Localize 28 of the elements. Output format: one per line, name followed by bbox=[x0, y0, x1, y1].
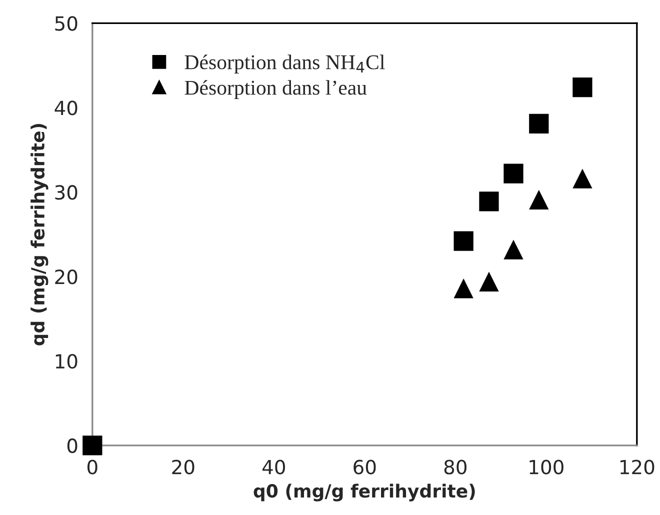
y-tick-label: 30 bbox=[55, 185, 78, 200]
y-axis-title: qd (mg/g ferrihydrite) bbox=[30, 124, 48, 346]
point bbox=[504, 164, 524, 184]
point bbox=[504, 240, 524, 260]
point bbox=[82, 436, 102, 456]
point bbox=[529, 190, 549, 210]
point bbox=[572, 78, 592, 98]
x-axis-title: q0 (mg/g ferrihydrite) bbox=[254, 484, 475, 502]
y-tick-label: 40 bbox=[54, 100, 78, 116]
x-tick-label: 100 bbox=[530, 460, 564, 474]
x-tick-label: 120 bbox=[620, 460, 654, 474]
y-tick-label: 50 bbox=[55, 16, 78, 31]
y-tick-label: 0 bbox=[67, 438, 78, 454]
y-tick-label: 20 bbox=[55, 270, 78, 284]
legend-label: Désorption dans l’eau bbox=[184, 80, 367, 100]
point bbox=[572, 168, 592, 188]
y-tick-label: 10 bbox=[56, 354, 78, 369]
x-tick-label: 80 bbox=[444, 460, 466, 474]
x-tick-label: 60 bbox=[354, 460, 376, 474]
point bbox=[529, 114, 549, 134]
legend-label: Désorption dans NH$_{4}$Cl bbox=[184, 54, 385, 74]
x-tick-label: 20 bbox=[172, 460, 194, 474]
x-tick-label: 40 bbox=[262, 460, 285, 474]
point bbox=[479, 192, 499, 212]
point bbox=[479, 272, 499, 292]
x-tick-label: 0 bbox=[87, 460, 98, 474]
point bbox=[454, 231, 474, 251]
point bbox=[454, 278, 474, 298]
